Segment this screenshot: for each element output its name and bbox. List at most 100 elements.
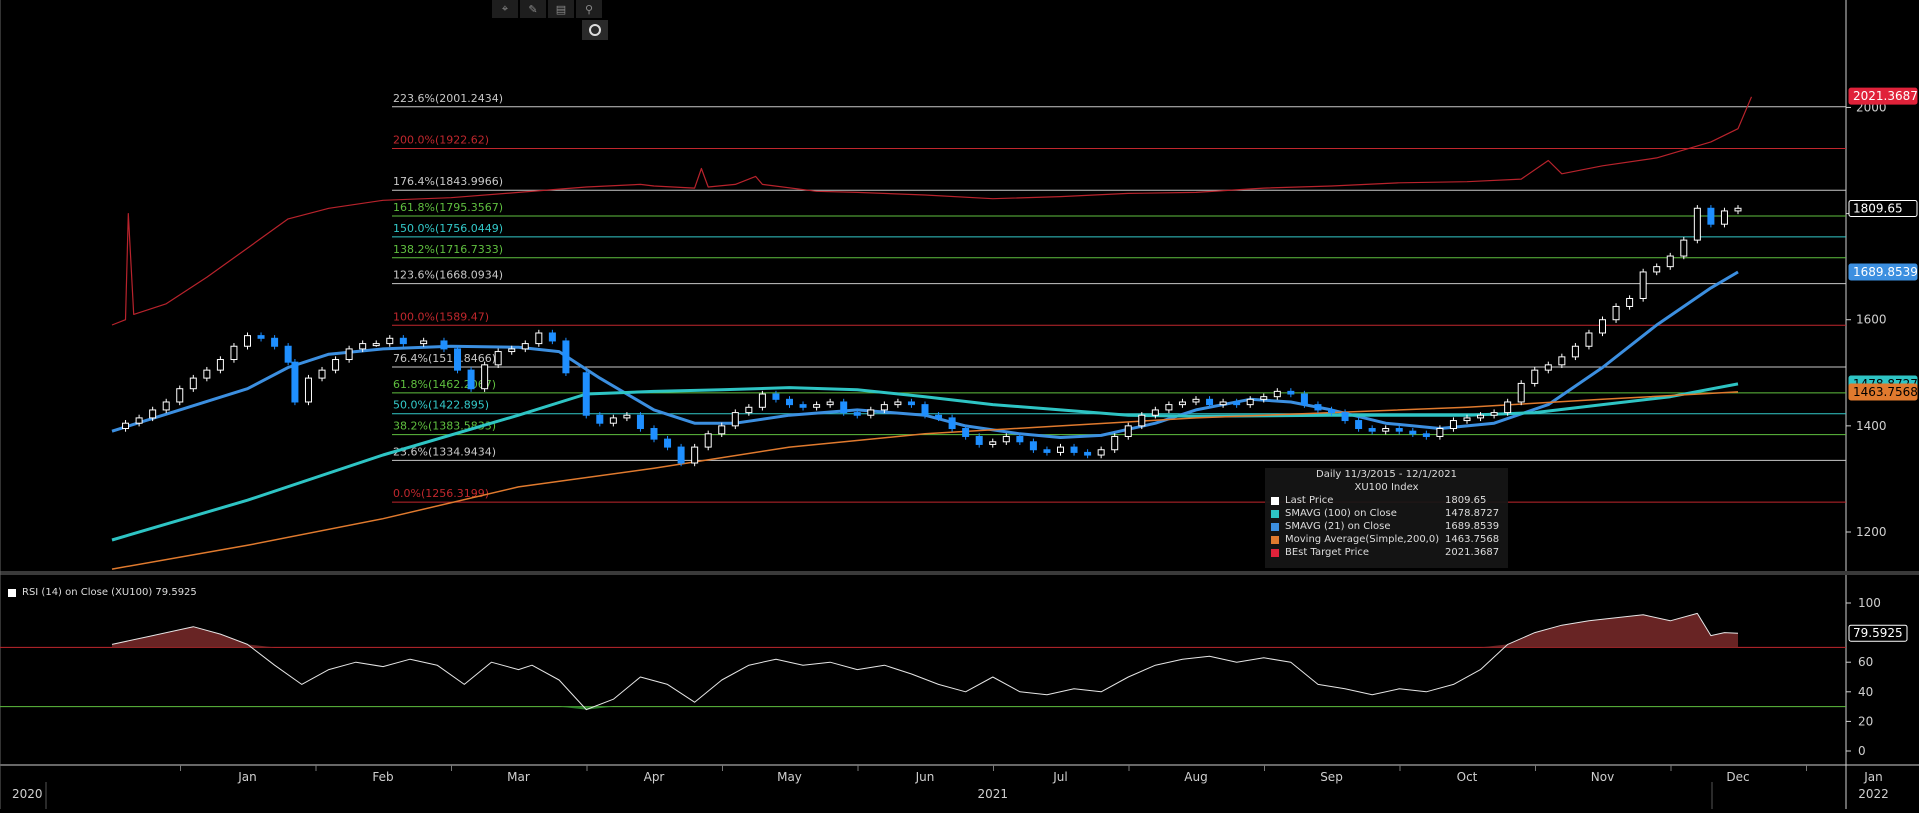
candle-body bbox=[189, 377, 197, 390]
price-tag: 1809.65 bbox=[1848, 199, 1918, 217]
legend-value: 1809.65 bbox=[1445, 495, 1487, 506]
legend-item[interactable]: SMAVG (100) on Close 1478.8727 bbox=[1265, 507, 1508, 520]
year-label: 2021 bbox=[977, 787, 1008, 801]
fib-level-label: 23.6%(1334.9434) bbox=[393, 445, 496, 458]
candle-body bbox=[291, 361, 299, 403]
draw-line-icon[interactable]: ✎ bbox=[520, 0, 546, 18]
legend-title: Daily 11/3/2015 - 12/1/2021 bbox=[1316, 469, 1457, 480]
fib-level-label: 161.8%(1795.3567) bbox=[393, 201, 503, 214]
candle-body bbox=[1666, 255, 1674, 268]
candle-body bbox=[1571, 345, 1579, 358]
candle-body bbox=[304, 377, 312, 403]
candle-body bbox=[1192, 398, 1200, 403]
y-tick-label: 1600 bbox=[1856, 313, 1887, 327]
legend-item[interactable]: SMAVG (21) on Close 1689.8539 bbox=[1265, 520, 1508, 533]
rsi-price-tag-label: 79.5925 bbox=[1853, 626, 1903, 640]
candle-body bbox=[582, 372, 590, 416]
year-label: 2022 bbox=[1858, 787, 1889, 801]
fib-level-label: 123.6%(1668.0934) bbox=[393, 269, 503, 282]
x-tick-label: Oct bbox=[1457, 770, 1478, 784]
candle-body bbox=[176, 388, 184, 403]
candle-body bbox=[1517, 382, 1525, 403]
price-tag-label: 1463.7568 bbox=[1853, 385, 1918, 399]
candle-body bbox=[535, 332, 543, 345]
rsi-legend-swatch bbox=[8, 588, 16, 597]
legend-value: 1478.8727 bbox=[1445, 508, 1500, 519]
price-tag-box bbox=[1848, 199, 1918, 217]
series-line bbox=[111, 382, 1739, 542]
candle-body bbox=[1260, 396, 1268, 400]
legend-item[interactable]: Last Price 1809.65 bbox=[1265, 494, 1508, 507]
rsi-legend: RSI (14) on Close (XU100) 79.5925 bbox=[8, 587, 197, 598]
annotation-icon[interactable]: ▤ bbox=[548, 0, 574, 18]
candle-body bbox=[1151, 409, 1159, 416]
candle-body bbox=[1693, 207, 1701, 241]
candle-body bbox=[230, 345, 238, 361]
crosshair-icon[interactable]: ⌖ bbox=[492, 0, 518, 18]
candle-body bbox=[1409, 430, 1417, 435]
candle-body bbox=[481, 364, 489, 390]
candle-body bbox=[386, 337, 394, 345]
candle-body bbox=[853, 412, 861, 416]
candle-body bbox=[664, 438, 672, 448]
fib-level-label: 150.0%(1756.0449) bbox=[393, 222, 503, 235]
candle-body bbox=[731, 412, 739, 427]
candle-body bbox=[1585, 332, 1593, 347]
candle-body bbox=[359, 343, 367, 350]
record-icon[interactable] bbox=[582, 20, 608, 40]
candle-body bbox=[786, 398, 793, 406]
candle-body bbox=[677, 446, 685, 464]
chart-toolbar: ⌖ ✎ ▤ ⚲ bbox=[492, 0, 602, 18]
candle-body bbox=[399, 337, 407, 345]
candle-body bbox=[1558, 356, 1566, 366]
candle-body bbox=[1436, 428, 1444, 437]
rsi-y-tick-label: 20 bbox=[1858, 714, 1873, 728]
candle-body bbox=[975, 435, 983, 445]
candle-body bbox=[1097, 449, 1105, 456]
candle-body bbox=[1531, 369, 1539, 384]
x-tick-label: Feb bbox=[372, 770, 393, 784]
candle-body bbox=[1355, 420, 1363, 430]
candle-body bbox=[1273, 390, 1281, 398]
candle-body bbox=[1165, 404, 1173, 411]
candle-body bbox=[1734, 207, 1742, 212]
candle-body bbox=[1680, 239, 1688, 257]
candle-body bbox=[1070, 446, 1078, 453]
legend-item[interactable]: BEst Target Price 2021.3687 bbox=[1265, 546, 1508, 559]
candle-body bbox=[135, 417, 143, 424]
x-tick-label: Apr bbox=[644, 770, 665, 784]
price-tag-box bbox=[1848, 87, 1918, 105]
x-tick-label: Jan bbox=[237, 770, 257, 784]
candle-body bbox=[1504, 401, 1512, 414]
legend-item[interactable]: Moving Average(Simple,200,0) 1463.7568 bbox=[1265, 533, 1508, 546]
price-tag: 2021.3687 bbox=[1848, 87, 1918, 105]
candle-body bbox=[284, 345, 292, 363]
price-tag-box bbox=[1848, 263, 1918, 281]
x-tick-label: Jun bbox=[915, 770, 935, 784]
candle-body bbox=[880, 404, 888, 411]
rsi-y-tick-label: 100 bbox=[1858, 596, 1881, 610]
candle-body bbox=[1341, 412, 1349, 422]
candle-body bbox=[162, 401, 170, 411]
candle-body bbox=[1084, 451, 1092, 456]
candle-body bbox=[1287, 390, 1295, 395]
zoom-icon[interactable]: ⚲ bbox=[576, 0, 602, 18]
candle-body bbox=[962, 428, 970, 437]
candle-body bbox=[636, 414, 644, 430]
candle-body bbox=[826, 401, 834, 406]
candle-body bbox=[1720, 210, 1728, 225]
price-tag-box bbox=[1848, 383, 1918, 401]
candle-body bbox=[813, 404, 821, 408]
rsi-y-tick-label: 0 bbox=[1858, 744, 1866, 758]
candle-body bbox=[1219, 401, 1227, 406]
legend-swatch bbox=[1271, 548, 1279, 557]
candle-body bbox=[420, 340, 428, 345]
candle-body bbox=[1002, 435, 1010, 443]
series-line bbox=[111, 391, 1739, 570]
candle-body bbox=[907, 401, 915, 406]
candle-body bbox=[758, 393, 766, 408]
candle-body bbox=[494, 351, 502, 366]
legend-swatch bbox=[1271, 509, 1279, 518]
chart-legend: Daily 11/3/2015 - 12/1/2021 XU100 Index … bbox=[1265, 468, 1508, 568]
candle-body bbox=[1178, 401, 1186, 406]
